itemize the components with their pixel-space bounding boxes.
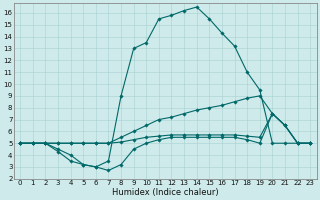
X-axis label: Humidex (Indice chaleur): Humidex (Indice chaleur) xyxy=(112,188,219,197)
